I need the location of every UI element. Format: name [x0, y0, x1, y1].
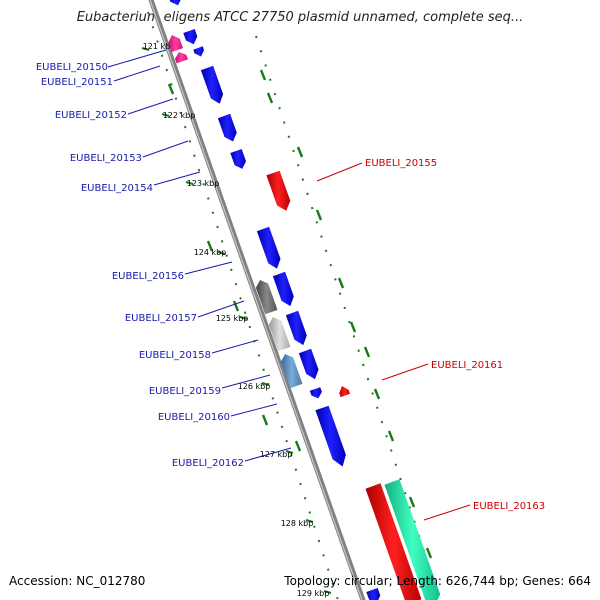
gc-mark — [373, 388, 381, 400]
gene-label-left[interactable]: EUBELI_20154 — [81, 183, 153, 194]
gene-label-left[interactable]: EUBELI_20158 — [139, 350, 211, 361]
map-title: Eubacterium eligens ATCC 27750 plasmid u… — [76, 10, 524, 25]
gc-track-outer — [255, 35, 441, 600]
gc-mark — [387, 430, 395, 442]
gene-label-left[interactable]: EUBELI_20153 — [70, 153, 142, 164]
tick-label: 123 kbp — [187, 179, 220, 188]
gene-label-left[interactable]: EUBELI_20162 — [172, 458, 244, 469]
gene-arrow-20156[interactable] — [256, 226, 281, 269]
label-group: EUBELI_20150 EUBELI_20151 EUBELI_20152 EUBE… — [36, 62, 545, 512]
gc-mark — [363, 346, 371, 358]
leader-line — [423, 504, 471, 521]
gene-arrow-20150[interactable] — [168, 35, 183, 53]
leader-line — [244, 447, 292, 462]
tick-group: 121 kbp 122 kbp 123 kbp 124 kbp 125 kbp 126 k… — [141, 42, 332, 598]
leader-line — [113, 65, 161, 82]
leader-line — [142, 140, 189, 158]
gene-label-right[interactable]: EUBELI_20155 — [365, 158, 437, 169]
accession-text: Accession: NC_012780 — [9, 574, 146, 588]
gene-label-left[interactable]: EUBELI_20156 — [112, 271, 184, 282]
gene-arrow-20152[interactable] — [200, 65, 224, 104]
gene-arrow-20159[interactable] — [280, 354, 303, 389]
gene-arrow-20158[interactable] — [268, 317, 291, 352]
gc-mark — [315, 209, 323, 221]
gene-arrow-20160[interactable] — [309, 387, 322, 399]
gene-label-left[interactable]: EUBELI_20159 — [149, 386, 221, 397]
gene-label-left[interactable]: EUBELI_20160 — [158, 412, 230, 423]
gene-label-left[interactable]: EUBELI_20150 — [36, 62, 108, 73]
tick-mark — [305, 519, 314, 523]
tick-mark — [185, 181, 194, 185]
tick-label: 129 kbp — [297, 589, 330, 598]
gene-arrow-20162[interactable] — [315, 405, 346, 467]
gene-arrow-20153[interactable] — [217, 113, 237, 142]
leader-group — [107, 49, 471, 521]
gc-mark — [349, 321, 357, 333]
gene-arrow-20163[interactable] — [384, 479, 441, 600]
leader-line — [211, 339, 259, 354]
gene-arrow-20157b[interactable] — [272, 271, 294, 307]
leader-line — [316, 162, 363, 182]
tick-label: 122 kbp — [163, 111, 196, 120]
tick-label: 125 kbp — [216, 314, 249, 323]
tick-mark — [323, 590, 332, 594]
gc-mark — [408, 496, 416, 508]
tick-mark — [161, 113, 170, 117]
gc-mark — [232, 300, 240, 312]
gc-mark — [337, 277, 345, 289]
gene-label-left[interactable]: EUBELI_20151 — [41, 77, 113, 88]
tick-label: 128 kbp — [281, 519, 314, 528]
gc-mark — [167, 83, 175, 95]
gc-mark — [261, 414, 269, 426]
gene-arrow-top[interactable] — [168, 0, 181, 6]
gene-group — [168, 0, 441, 600]
gene-arrow-20151b[interactable] — [193, 46, 204, 57]
leader-line — [107, 49, 167, 68]
gc-mark — [206, 240, 214, 252]
gc-emphasis-marks — [167, 69, 433, 559]
gene-arrow-bottom[interactable] — [366, 588, 381, 600]
gc-mark — [266, 92, 274, 104]
gene-arrow-20157[interactable] — [255, 280, 278, 315]
tick-label: 124 kbp — [194, 248, 227, 257]
gene-label-right[interactable]: EUBELI_20163 — [473, 501, 545, 512]
tick-label: 126 kbp — [238, 382, 271, 391]
leader-line — [127, 98, 174, 115]
gene-arrow-20154[interactable] — [230, 149, 246, 169]
gc-mark — [425, 547, 433, 559]
leader-line — [221, 374, 271, 389]
tick-label: 127 kbp — [260, 450, 293, 459]
gc-mark — [259, 69, 267, 81]
tick-mark — [217, 251, 226, 255]
gene-label-left[interactable]: EUBELI_20157 — [125, 313, 197, 324]
tick-mark — [141, 47, 150, 51]
gene-arrow-20151[interactable] — [175, 52, 188, 64]
summary-text: Topology: circular; Length: 626,744 bp; … — [284, 574, 591, 588]
gc-mark — [294, 440, 302, 452]
leader-line — [197, 300, 245, 318]
gene-label-left[interactable]: EUBELI_20152 — [55, 110, 127, 121]
gene-arrow-20158b[interactable] — [285, 310, 307, 346]
gene-arrow-20161[interactable] — [339, 386, 350, 398]
backbone-line — [148, 0, 366, 600]
gene-arrow-20163a[interactable] — [365, 483, 422, 600]
gene-arrow-20155[interactable] — [266, 170, 291, 211]
gc-track-inner — [147, 11, 339, 600]
leader-line — [153, 171, 201, 186]
leader-line — [230, 403, 278, 417]
tick-mark — [261, 382, 270, 386]
gene-label-right[interactable]: EUBELI_20161 — [431, 360, 503, 371]
gene-arrow-20150b[interactable] — [183, 29, 198, 45]
gc-mark — [296, 146, 304, 158]
backbone-highlight — [149, 0, 363, 600]
gene-arrow-20159b[interactable] — [298, 348, 319, 380]
tick-mark — [239, 316, 248, 320]
tick-label: 121 kbp — [143, 42, 176, 51]
leader-line — [381, 363, 429, 381]
tick-mark — [285, 450, 294, 454]
leader-line — [184, 261, 233, 275]
